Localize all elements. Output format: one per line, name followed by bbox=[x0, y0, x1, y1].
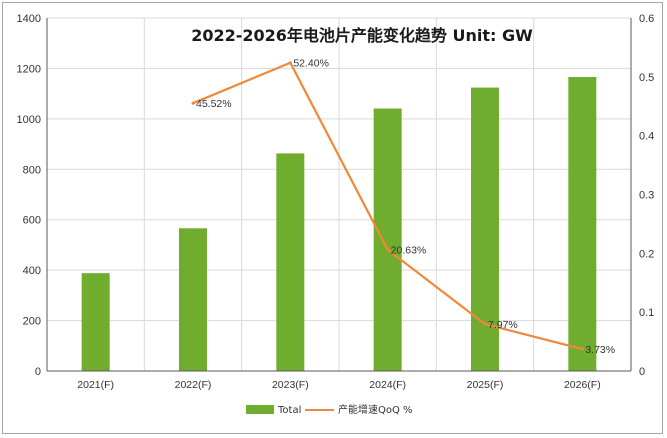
legend-label-qoq: 产能增速QoQ % bbox=[338, 403, 413, 416]
legend-swatch-total bbox=[246, 405, 274, 414]
y-right-tick-label: 0.5 bbox=[639, 72, 654, 84]
x-tick-label: 2022(F) bbox=[175, 379, 212, 391]
bar-total bbox=[276, 153, 305, 371]
y-left-tick-label: 600 bbox=[23, 215, 41, 227]
x-tick-label: 2021(F) bbox=[77, 379, 114, 391]
data-label-qoq: 3.73% bbox=[585, 344, 615, 356]
data-label-qoq: 7.97% bbox=[488, 319, 518, 331]
bar-total bbox=[373, 108, 402, 371]
x-tick-label: 2024(F) bbox=[369, 379, 406, 391]
line-series: 45.52% 52.40% 20.63% 7.97% 3.73% bbox=[191, 58, 615, 356]
line-point-qoq bbox=[191, 101, 195, 105]
y-right-tick-label: 0.1 bbox=[639, 307, 654, 319]
line-point-qoq bbox=[580, 347, 584, 351]
x-tick-label: 2026(F) bbox=[564, 379, 601, 391]
y-right-tick-label: 0.4 bbox=[639, 131, 654, 143]
axes: 0 200 400 600 800 1000 1200 1400 0 0.1 0.2 0.3 0.4 0.… bbox=[17, 13, 655, 391]
y-left-tick-label: 1200 bbox=[17, 63, 41, 75]
line-point-qoq bbox=[288, 61, 292, 65]
chart-frame bbox=[2, 2, 663, 434]
grid-lines bbox=[47, 17, 632, 371]
line-point-qoq bbox=[483, 322, 487, 326]
x-tick-label: 2025(F) bbox=[467, 379, 504, 391]
bar-total bbox=[81, 273, 110, 371]
line-point-qoq bbox=[386, 248, 390, 252]
data-label-qoq: 52.40% bbox=[293, 58, 329, 70]
y-left-tick-label: 1400 bbox=[17, 13, 41, 25]
legend: Total 产能增速QoQ % bbox=[246, 403, 413, 416]
y-right-tick-label: 0.3 bbox=[639, 190, 654, 202]
chart-title: 2022-2026年电池片产能变化趋势 Unit: GW bbox=[191, 26, 533, 45]
data-label-qoq: 20.63% bbox=[391, 245, 427, 257]
y-right-tick-label: 0.6 bbox=[639, 13, 654, 25]
bar-series bbox=[81, 77, 597, 371]
y-left-tick-label: 1000 bbox=[17, 114, 41, 126]
legend-label-total: Total bbox=[277, 405, 301, 416]
bar-total bbox=[568, 77, 597, 371]
y-left-tick-label: 800 bbox=[23, 164, 41, 176]
data-label-qoq: 45.52% bbox=[196, 98, 232, 110]
y-right-tick-label: 0.2 bbox=[639, 248, 654, 260]
bar-total bbox=[179, 228, 207, 371]
y-left-tick-label: 200 bbox=[23, 316, 41, 328]
x-tick-label: 2023(F) bbox=[272, 379, 309, 391]
y-right-tick-label: 0 bbox=[639, 366, 645, 378]
y-left-tick-label: 400 bbox=[23, 265, 41, 277]
y-left-tick-label: 0 bbox=[35, 366, 41, 378]
